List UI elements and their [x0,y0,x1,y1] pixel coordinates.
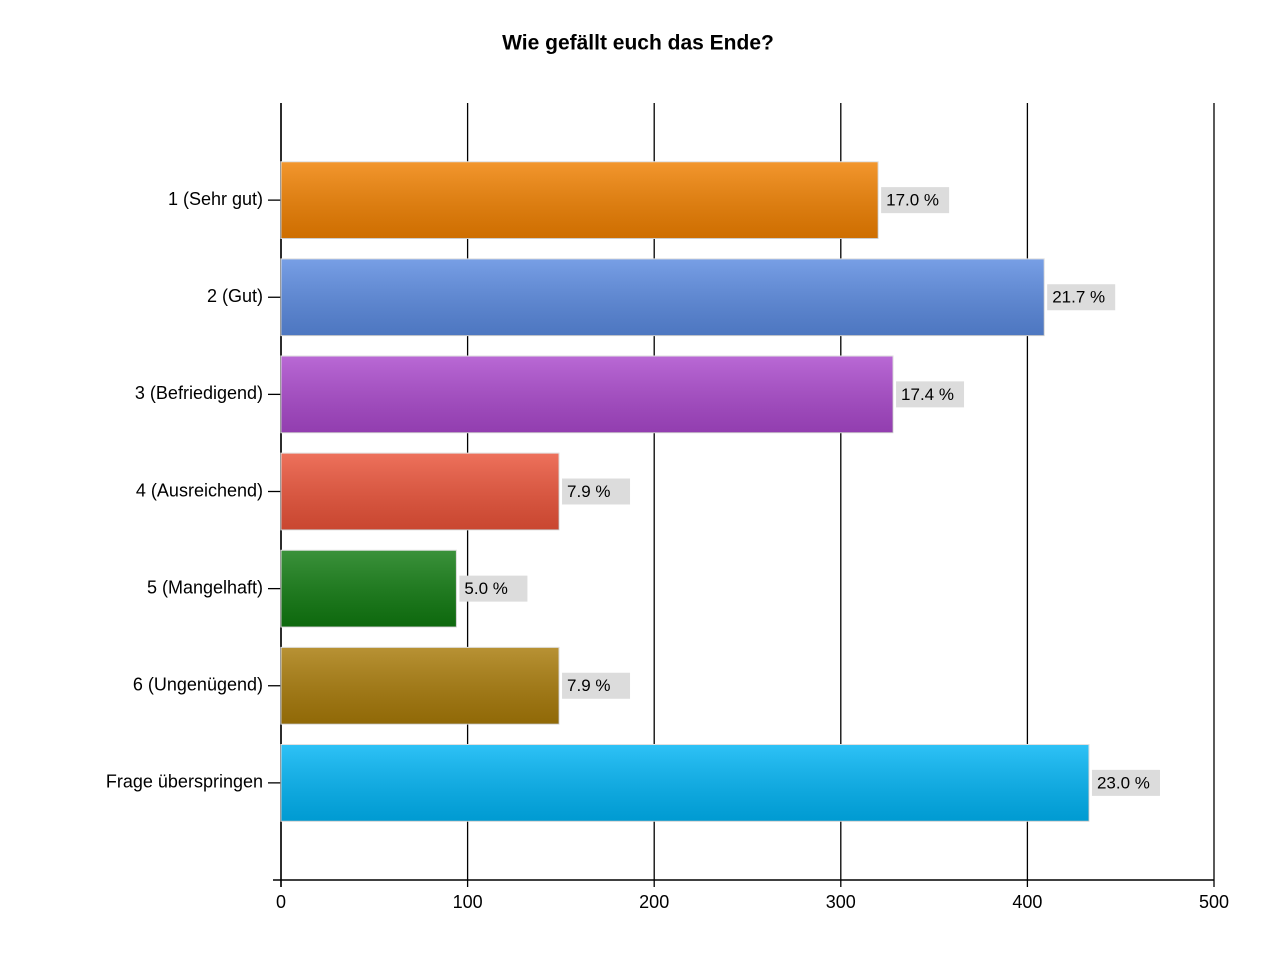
bar-shade [281,258,1045,336]
x-tick-label: 0 [276,892,286,912]
y-tick-label: 2 (Gut) [207,286,263,306]
bar-shade [281,647,560,725]
value-label-box [1047,284,1116,311]
bar-shade [281,453,560,530]
chart-title: Wie gefällt euch das Ende? [502,32,774,55]
x-tick-label: 500 [1199,892,1229,912]
bar-shade [281,161,879,239]
value-label: 17.0 % [886,191,939,210]
y-tick-label: 5 (Mangelhaft) [147,577,263,597]
value-label-box [562,478,631,505]
value-label: 5.0 % [464,579,507,598]
value-label: 7.9 % [567,676,610,695]
x-tick-label: 100 [453,892,483,912]
value-label: 23.0 % [1097,773,1150,792]
bar-shade [281,356,894,433]
value-label: 17.4 % [901,385,954,404]
value-label-box [562,672,631,699]
value-label-box [459,575,528,602]
bar-shade [281,550,457,627]
y-tick-label: 1 (Sehr gut) [168,189,263,209]
x-tick-label: 200 [639,892,669,912]
value-label-box [896,381,965,408]
value-label-box [881,187,950,214]
x-tick-label: 400 [1012,892,1042,912]
value-label: 21.7 % [1052,288,1105,307]
y-tick-label: 3 (Befriedigend) [135,383,263,403]
value-label-box [1091,769,1160,796]
x-tick-label: 300 [826,892,856,912]
y-tick-label: 4 (Ausreichend) [136,480,263,500]
bar-shade [281,744,1089,822]
y-tick-label: Frage überspringen [106,772,263,792]
value-label: 7.9 % [567,482,610,501]
y-tick-label: 6 (Ungenügend) [133,675,263,695]
